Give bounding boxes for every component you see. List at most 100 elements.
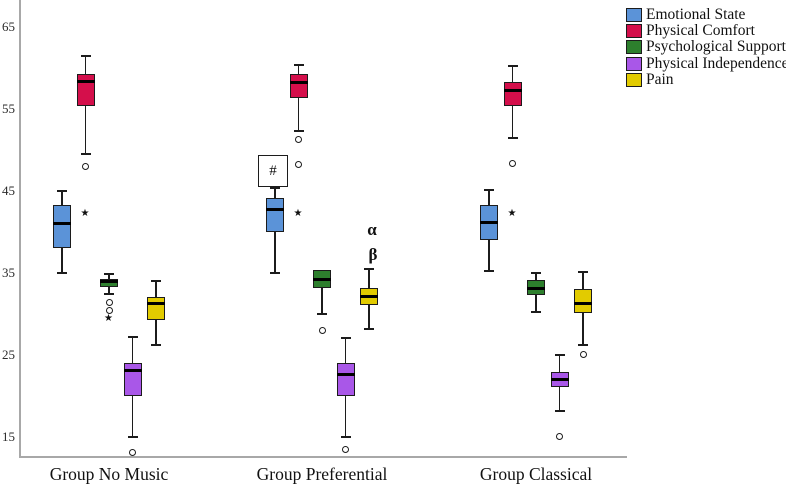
box-emotional-state-group-1 <box>53 204 71 249</box>
legend-swatch-emotional-state <box>626 7 642 22</box>
box-physical-independence-group-3-whisker-top-cap <box>554 354 565 357</box>
box-physical-independence-group-3-whisker-top <box>558 355 561 372</box>
box-pain-group-3 <box>574 289 592 313</box>
box-physical-comfort-group-2-whisker-top <box>297 64 300 74</box>
box-pain-group-3-whisker-top-cap <box>578 270 588 273</box>
box-physical-independence-group-3-whisker-bottom <box>558 387 561 412</box>
box-emotional-state-group-2-whisker-bottom <box>274 231 276 273</box>
box-physical-independence-group-1-whisker-top-cap <box>127 335 138 338</box>
box-pain-group-2-whisker-top-cap <box>364 267 374 270</box>
extreme-outlier-marker-psychological-support-group-1: ★ <box>104 313 113 325</box>
annotation--: α <box>367 220 377 240</box>
box-physical-comfort-group-1-whisker-top-cap <box>80 54 91 57</box>
box-psychological-support-group-2-median <box>313 277 331 281</box>
box-psychological-support-group-2-whisker-bottom-cap <box>317 312 327 315</box>
box-pain-group-3-whisker-bottom-cap <box>578 343 588 346</box>
box-pain-group-2-whisker-bottom <box>368 304 370 330</box>
box-psychological-support-group-3-whisker-top <box>535 272 537 281</box>
box-physical-independence-group-1-whisker-bottom <box>131 395 134 437</box>
outlier-marker-physical-comfort-group-2 <box>295 135 302 143</box>
box-physical-comfort-group-1 <box>76 73 95 107</box>
box-pain-group-1-median <box>147 301 165 305</box>
y-tick-label: 65 <box>2 19 15 34</box>
box-pain-group-1-whisker-bottom <box>155 320 157 345</box>
y-tick-label: 35 <box>2 264 15 280</box>
legend-label: Pain <box>646 71 674 89</box>
annotation-star: ★ <box>293 207 303 219</box>
box-physical-comfort-group-2-whisker-top-cap <box>293 63 304 66</box>
box-physical-independence-group-2-median <box>336 372 355 376</box>
legend-item-physical-independence: Physical Independence <box>626 54 786 72</box>
box-physical-comfort-group-1-whisker-bottom <box>84 106 87 154</box>
box-psychological-support-group-3-whisker-top-cap <box>531 271 541 274</box>
box-physical-comfort-group-1-median <box>76 80 95 84</box>
box-psychological-support-group-1-whisker-bottom-cap <box>104 292 114 295</box>
legend-item-psychological-support: Psychological Support <box>626 38 786 56</box>
outlier-marker-physical-independence-group-3 <box>556 433 563 440</box>
box-physical-independence-group-3-whisker-bottom-cap <box>554 410 565 413</box>
box-emotional-state-group-2-median <box>266 208 284 212</box>
box-psychological-support-group-1-whisker-top-cap <box>104 272 114 275</box>
box-physical-comfort-group-2 <box>289 73 308 99</box>
legend-label: Psychological Support <box>646 38 786 56</box>
y-tick-label: 55 <box>2 100 15 116</box>
box-emotional-state-group-3-whisker-bottom <box>488 239 490 272</box>
box-physical-independence-group-2-whisker-top <box>344 338 347 363</box>
legend-label: Physical Independence <box>646 54 786 72</box>
box-emotional-state-group-2-whisker-bottom-cap <box>270 271 280 274</box>
box-physical-independence-group-1 <box>123 362 142 396</box>
box-physical-comfort-group-2-median <box>289 81 308 85</box>
box-pain-group-3-whisker-bottom <box>582 312 584 345</box>
box-emotional-state-group-1-median <box>53 222 71 226</box>
x-axis-group-label: Group Classical <box>479 464 593 484</box>
y-tick-label: 25 <box>2 346 15 362</box>
box-emotional-state-group-2-whisker-top <box>274 188 276 199</box>
box-physical-independence-group-2 <box>336 362 355 397</box>
box-psychological-support-group-1-whisker-top <box>108 273 110 280</box>
box-pain-group-3-median <box>574 301 592 305</box>
box-physical-independence-group-1-median <box>123 369 142 373</box>
legend-swatch-psychological-support <box>626 40 642 55</box>
box-pain-group-2-whisker-bottom-cap <box>364 328 374 331</box>
box-emotional-state-group-3-whisker-bottom-cap <box>484 270 494 273</box>
box-psychological-support-group-3-whisker-bottom-cap <box>531 311 541 313</box>
box-pain-group-2-median <box>360 294 378 298</box>
outlier-marker-physical-comfort-group-2 <box>295 161 302 169</box>
box-emotional-state-group-1-whisker-bottom <box>61 248 63 273</box>
outlier-marker-psychological-support-group-1 <box>105 306 113 314</box>
box-emotional-state-group-2-whisker-top-cap <box>270 187 280 190</box>
box-physical-comfort-group-3-whisker-top <box>511 66 514 82</box>
box-emotional-state-group-1-whisker-top <box>61 190 63 205</box>
box-psychological-support-group-1 <box>100 279 118 288</box>
outlier-marker-pain-group-3 <box>579 351 587 359</box>
annotation-star: ★ <box>507 207 517 219</box>
box-emotional-state-group-1-whisker-top-cap <box>57 189 67 192</box>
outlier-marker-physical-comfort-group-3 <box>509 160 516 168</box>
outlier-marker-physical-comfort-group-1 <box>82 162 89 170</box>
box-physical-comfort-group-3-whisker-bottom <box>511 106 514 139</box>
box-psychological-support-group-2-whisker-bottom <box>321 288 323 314</box>
box-psychological-support-group-3-median <box>527 286 545 290</box>
box-pain-group-1-whisker-top <box>155 280 157 298</box>
x-axis-group-label: Group Preferential <box>256 464 388 484</box>
box-physical-comfort-group-1-whisker-top <box>84 55 87 74</box>
y-tick-label: 45 <box>2 182 15 198</box>
box-psychological-support-group-1-median <box>100 280 118 284</box>
outlier-marker-physical-independence-group-2 <box>342 446 349 454</box>
box-physical-comfort-group-3-whisker-bottom-cap <box>507 137 518 140</box>
legend-label: Physical Comfort <box>646 21 755 39</box>
outlier-marker-physical-independence-group-1 <box>129 449 136 457</box>
box-pain-group-1-whisker-bottom-cap <box>151 343 161 346</box>
box-physical-comfort-group-2-whisker-bottom-cap <box>293 130 304 132</box>
box-physical-independence-group-2-whisker-top-cap <box>340 337 351 340</box>
annotation-star: ★ <box>80 207 90 219</box>
box-pain-group-3-whisker-top <box>582 271 584 290</box>
box-physical-independence-group-1-whisker-bottom-cap <box>127 435 138 438</box>
box-physical-comfort-group-1-whisker-bottom-cap <box>80 152 91 155</box>
box-emotional-state-group-2 <box>266 198 284 232</box>
box-pain-group-2-whisker-top <box>368 268 370 289</box>
box-physical-comfort-group-3 <box>503 81 522 107</box>
box-physical-comfort-group-3-whisker-top-cap <box>507 65 518 68</box>
legend-swatch-physical-independence <box>626 56 642 71</box>
